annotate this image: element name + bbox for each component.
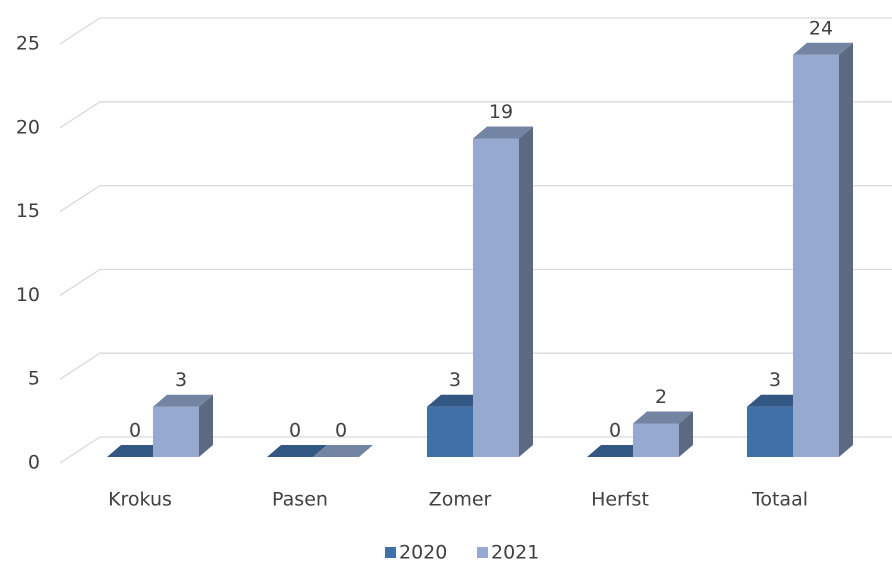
- bar: [633, 411, 693, 457]
- grid-line: [59, 101, 892, 129]
- bar-face: [267, 445, 327, 457]
- bar-face: [793, 42, 853, 55]
- bar-face: [199, 394, 213, 457]
- y-tick-label: 25: [16, 33, 40, 55]
- bar-face: [473, 138, 519, 457]
- bar-face: [153, 394, 213, 407]
- bar: [473, 126, 533, 457]
- x-tick-label: Totaal: [751, 489, 808, 511]
- bar-face: [839, 42, 853, 457]
- bar: [267, 445, 327, 457]
- grid-line: [59, 352, 892, 380]
- bar-face: [747, 406, 793, 457]
- bar-face: [313, 445, 373, 457]
- x-tick-label: Krokus: [108, 489, 172, 511]
- x-tick-label: Zomer: [429, 489, 492, 511]
- data-label: 0: [609, 420, 621, 442]
- data-label: 0: [129, 420, 141, 442]
- bar-face: [587, 445, 647, 457]
- data-label: 19: [489, 101, 513, 123]
- grid-line: [59, 436, 892, 464]
- data-label: 0: [289, 420, 301, 442]
- bar: [107, 445, 167, 457]
- bar-face: [427, 406, 473, 457]
- bar: [587, 445, 647, 457]
- x-tick-label: Pasen: [272, 489, 328, 511]
- data-label: 3: [175, 369, 187, 391]
- bar-face: [747, 394, 807, 407]
- bar: [153, 394, 213, 457]
- y-tick-label: 20: [16, 116, 40, 138]
- y-tick-label: 10: [16, 284, 40, 306]
- y-tick-label: 15: [16, 200, 40, 222]
- bar-face: [793, 54, 839, 457]
- data-label: 3: [449, 369, 461, 391]
- bar-face: [679, 411, 693, 457]
- bar-face: [633, 423, 679, 457]
- bar-face: [153, 406, 199, 457]
- bar: [793, 42, 853, 457]
- data-label: 0: [335, 420, 347, 442]
- grid-line: [59, 184, 892, 213]
- data-label: 2: [655, 386, 667, 408]
- bar-face: [427, 394, 487, 407]
- data-label: 3: [769, 369, 781, 391]
- bar-face: [473, 126, 533, 139]
- legend-swatch: [385, 547, 396, 558]
- bar-face: [633, 411, 693, 424]
- y-tick-label: 0: [28, 452, 40, 474]
- data-label: 24: [809, 17, 833, 39]
- bar-face: [519, 126, 533, 457]
- bar-face: [107, 445, 167, 457]
- grid-line: [59, 268, 892, 296]
- grid-line: [59, 17, 892, 45]
- bar: [313, 445, 373, 457]
- x-tick-label: Herfst: [591, 489, 649, 511]
- legend-swatch: [477, 547, 488, 558]
- legend-label: 2020: [399, 542, 447, 563]
- legend-label: 2021: [491, 542, 539, 563]
- y-tick-label: 5: [28, 368, 40, 390]
